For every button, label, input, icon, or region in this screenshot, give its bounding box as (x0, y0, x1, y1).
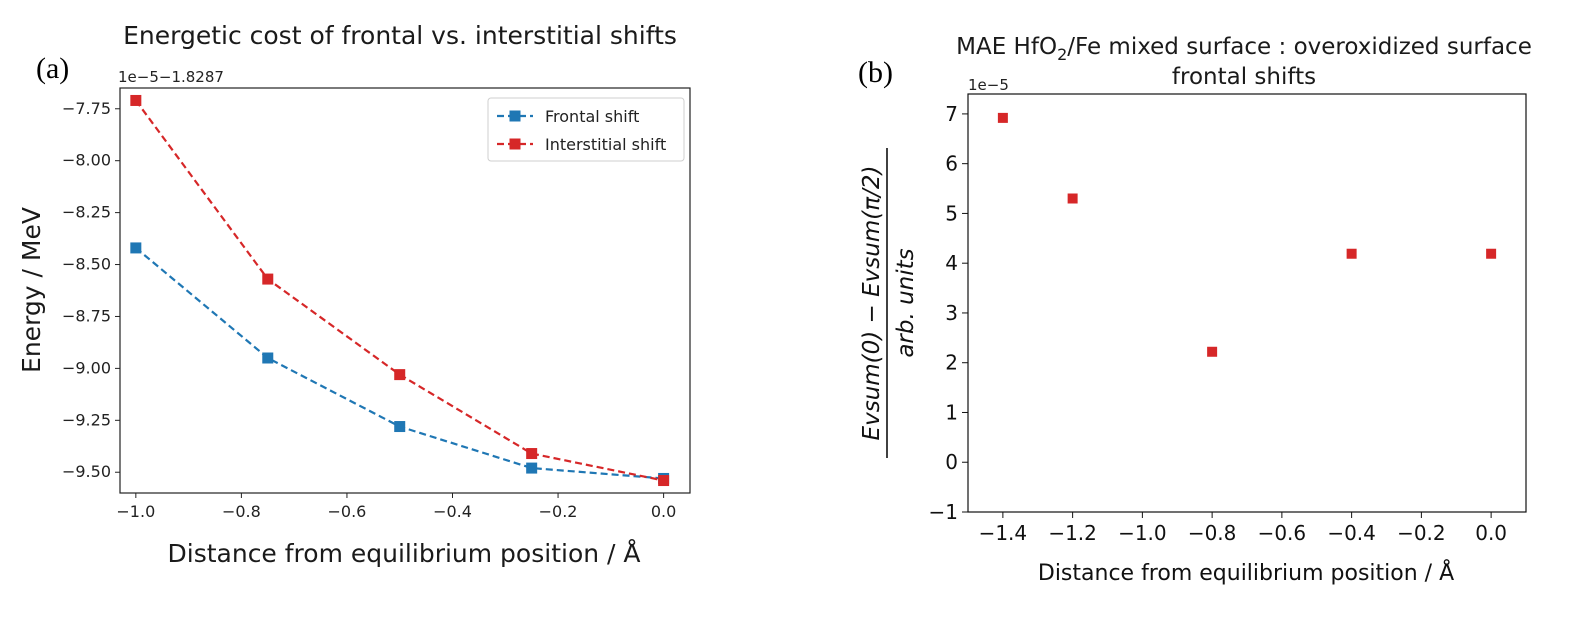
panel-a-x-ticks: −1.0 −0.8 −0.6 −0.4 −0.2 0.0 (116, 493, 676, 521)
y-tick-label: −8.75 (62, 306, 111, 325)
panel-b-points (997, 112, 1497, 357)
panel-b-title-prefix: MAE HfO (956, 34, 1057, 60)
panel-b-label: (b) (858, 56, 893, 89)
data-point (130, 94, 142, 106)
legend-marker (509, 138, 521, 150)
x-tick-label: −0.4 (433, 502, 472, 521)
panel-b: (b) MAE HfO2/Fe mixed surface : overoxid… (858, 34, 1532, 586)
data-point (1346, 248, 1357, 259)
panel-a-y-axis-label: Energy / MeV (17, 207, 46, 373)
panel-a-x-axis-label: Distance from equilibrium position / Å (168, 539, 641, 568)
y-tick-label: −8.25 (62, 203, 111, 222)
panel-b-title-suffix: /Fe mixed surface : overoxidized surface (1067, 34, 1532, 60)
y-tick-label: 4 (945, 251, 958, 275)
data-point (1067, 193, 1078, 204)
y-tick-label: 0 (945, 450, 958, 474)
legend-box (487, 97, 685, 162)
data-point (262, 273, 274, 285)
panel-a-offset-label: 1e−5−1.8287 (118, 68, 224, 86)
y-tick-label: −8.00 (62, 151, 111, 170)
y-tick-label: 3 (945, 301, 958, 325)
panel-b-y-label-numerator: Evsum(0) − Evsum(π/2) (859, 166, 885, 441)
x-tick-label: −0.8 (222, 502, 261, 521)
y-tick-label: 6 (945, 152, 958, 176)
panel-b-title-line1: MAE HfO2/Fe mixed surface : overoxidized… (956, 34, 1532, 64)
data-point (658, 475, 670, 487)
panel-a-label: (a) (36, 52, 69, 85)
data-point (1207, 346, 1218, 357)
y-tick-label: −9.00 (62, 358, 111, 377)
data-point (394, 369, 406, 381)
panel-a-title: Energetic cost of frontal vs. interstiti… (123, 21, 677, 50)
panel-a: (a) Energetic cost of frontal vs. inters… (17, 21, 691, 568)
data-point (526, 462, 538, 474)
legend-label: Frontal shift (545, 107, 639, 126)
y-tick-label: −9.25 (62, 410, 111, 429)
panel-b-plot-frame (967, 93, 1527, 513)
x-tick-label: −1.0 (116, 502, 155, 521)
data-point (130, 242, 142, 254)
panel-b-y-axis-label: Evsum(0) − Evsum(π/2) arb. units (859, 148, 919, 458)
data-point (394, 421, 406, 433)
panel-b-scale-label: 1e−5 (968, 76, 1009, 94)
legend-label: Interstitial shift (545, 135, 666, 154)
series-line-interstitial (134, 99, 664, 482)
panel-b-x-ticks: −1.4 −1.2 −1.0 −0.8 −0.6 −0.4 −0.2 0.0 (979, 512, 1507, 545)
y-tick-label: 1 (945, 400, 958, 424)
panel-b-title-line2: frontal shifts (1172, 64, 1316, 90)
x-tick-label: −0.2 (1397, 521, 1446, 545)
panel-b-title-subscript: 2 (1057, 45, 1067, 64)
legend-marker (509, 110, 521, 122)
data-point (262, 352, 274, 364)
x-tick-label: 0.0 (651, 502, 676, 521)
x-tick-label: −0.6 (328, 502, 367, 521)
data-point (997, 112, 1008, 123)
x-tick-label: −1.2 (1048, 521, 1097, 545)
panel-b-x-axis-label: Distance from equilibrium position / Å (1038, 559, 1454, 586)
panel-a-y-ticks: −7.75 −8.00 −8.25 −8.50 −8.75 −9.00 −9.25 −9.50 (62, 99, 120, 481)
y-tick-label: −9.50 (62, 462, 111, 481)
x-tick-label: −1.0 (1118, 521, 1167, 545)
data-point (1486, 248, 1497, 259)
y-tick-label: −8.50 (62, 255, 111, 274)
panel-a-legend: Frontal shift Interstitial shift (487, 97, 685, 162)
x-tick-label: −0.8 (1188, 521, 1237, 545)
y-tick-label: 7 (945, 102, 958, 126)
x-tick-label: 0.0 (1475, 521, 1507, 545)
y-tick-label: −1 (929, 500, 958, 524)
y-tick-label: −7.75 (62, 99, 111, 118)
x-tick-label: −1.4 (979, 521, 1028, 545)
x-tick-label: −0.4 (1327, 521, 1376, 545)
y-tick-label: 5 (945, 201, 958, 225)
panel-b-y-label-denominator: arb. units (893, 248, 919, 357)
y-tick-label: 2 (945, 351, 958, 375)
panel-b-y-ticks: −1 0 1 2 3 4 5 6 7 (929, 102, 968, 524)
series-line-frontal (135, 247, 664, 480)
x-tick-label: −0.6 (1258, 521, 1307, 545)
panel-a-series (130, 94, 670, 487)
x-tick-label: −0.2 (539, 502, 578, 521)
data-point (526, 448, 538, 460)
panel-a-plot-frame (119, 87, 691, 494)
